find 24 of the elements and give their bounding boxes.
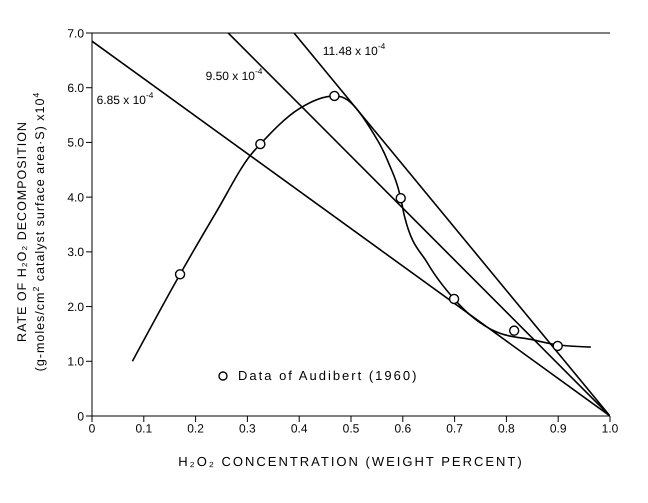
x-axis-title: H₂O₂ CONCENTRATION (WEIGHT PERCENT) <box>178 454 524 469</box>
x-tick-label: 0.8 <box>498 422 516 436</box>
x-tick-label: 0 <box>88 422 96 436</box>
annotation: 6.85 x 10$^{-4}$ <box>96 90 154 108</box>
y-tick-label: 2.0 <box>67 300 84 314</box>
x-tick-label: 1.0 <box>602 422 619 436</box>
annotation: 11.48 x 10$^{-4}$ <box>322 41 386 58</box>
y-tick-label: 5.0 <box>67 136 84 150</box>
y-tick-label: 1.0 <box>67 354 84 369</box>
x-tick-label: 0.5 <box>342 422 360 436</box>
y-tick-label: 7.0 <box>67 26 84 40</box>
legend-label: Data of Audibert (1960) <box>238 368 418 383</box>
y-tick-label: 0 <box>77 409 84 424</box>
x-tick-label: 0.6 <box>394 422 412 436</box>
x-tick-label: 0.4 <box>290 422 308 436</box>
x-tick-label: 0.2 <box>187 422 204 436</box>
y-tick-label: 4.0 <box>67 190 84 204</box>
y-tick-label: 3.0 <box>67 245 84 260</box>
y-tick-label: 6.0 <box>67 80 84 95</box>
x-tick-label: 0.1 <box>135 422 152 436</box>
x-tick-label: 0.7 <box>446 422 464 436</box>
annotation: 9.50 x 10$^{-4}$ <box>206 66 263 84</box>
x-tick-label: 0.3 <box>239 422 256 436</box>
x-tick-label: 0.9 <box>550 422 567 436</box>
